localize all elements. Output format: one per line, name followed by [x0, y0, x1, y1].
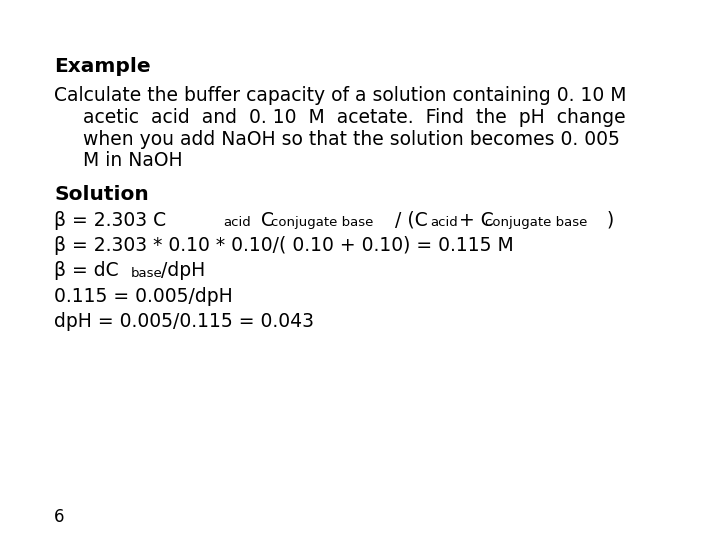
Text: /dpH: /dpH [161, 261, 205, 280]
Text: when you add NaOH so that the solution becomes 0. 005: when you add NaOH so that the solution b… [83, 130, 620, 148]
Text: acetic  acid  and  0. 10  M  acetate.  Find  the  pH  change: acetic acid and 0. 10 M acetate. Find th… [83, 108, 626, 127]
Text: Calculate the buffer capacity of a solution containing 0. 10 M: Calculate the buffer capacity of a solut… [54, 86, 626, 105]
Text: β = 2.303 C: β = 2.303 C [54, 211, 166, 229]
Text: base: base [130, 267, 162, 280]
Text: + C: + C [459, 211, 494, 229]
Text: conjugate base: conjugate base [271, 216, 373, 229]
Text: / (C: / (C [395, 211, 427, 229]
Text: 0.115 = 0.005/dpH: 0.115 = 0.005/dpH [54, 287, 233, 306]
Text: C: C [261, 211, 274, 229]
Text: acid: acid [223, 216, 251, 229]
Text: Example: Example [54, 57, 150, 76]
Text: β = 2.303 * 0.10 * 0.10/( 0.10 + 0.10) = 0.115 M: β = 2.303 * 0.10 * 0.10/( 0.10 + 0.10) =… [54, 236, 514, 255]
Text: conjugate base: conjugate base [485, 216, 588, 229]
Text: dpH = 0.005/0.115 = 0.043: dpH = 0.005/0.115 = 0.043 [54, 312, 314, 331]
Text: ): ) [606, 211, 613, 229]
Text: acid: acid [430, 216, 458, 229]
Text: M in NaOH: M in NaOH [83, 151, 182, 170]
Text: β = dC: β = dC [54, 261, 119, 280]
Text: 6: 6 [54, 508, 65, 525]
Text: Solution: Solution [54, 185, 149, 204]
